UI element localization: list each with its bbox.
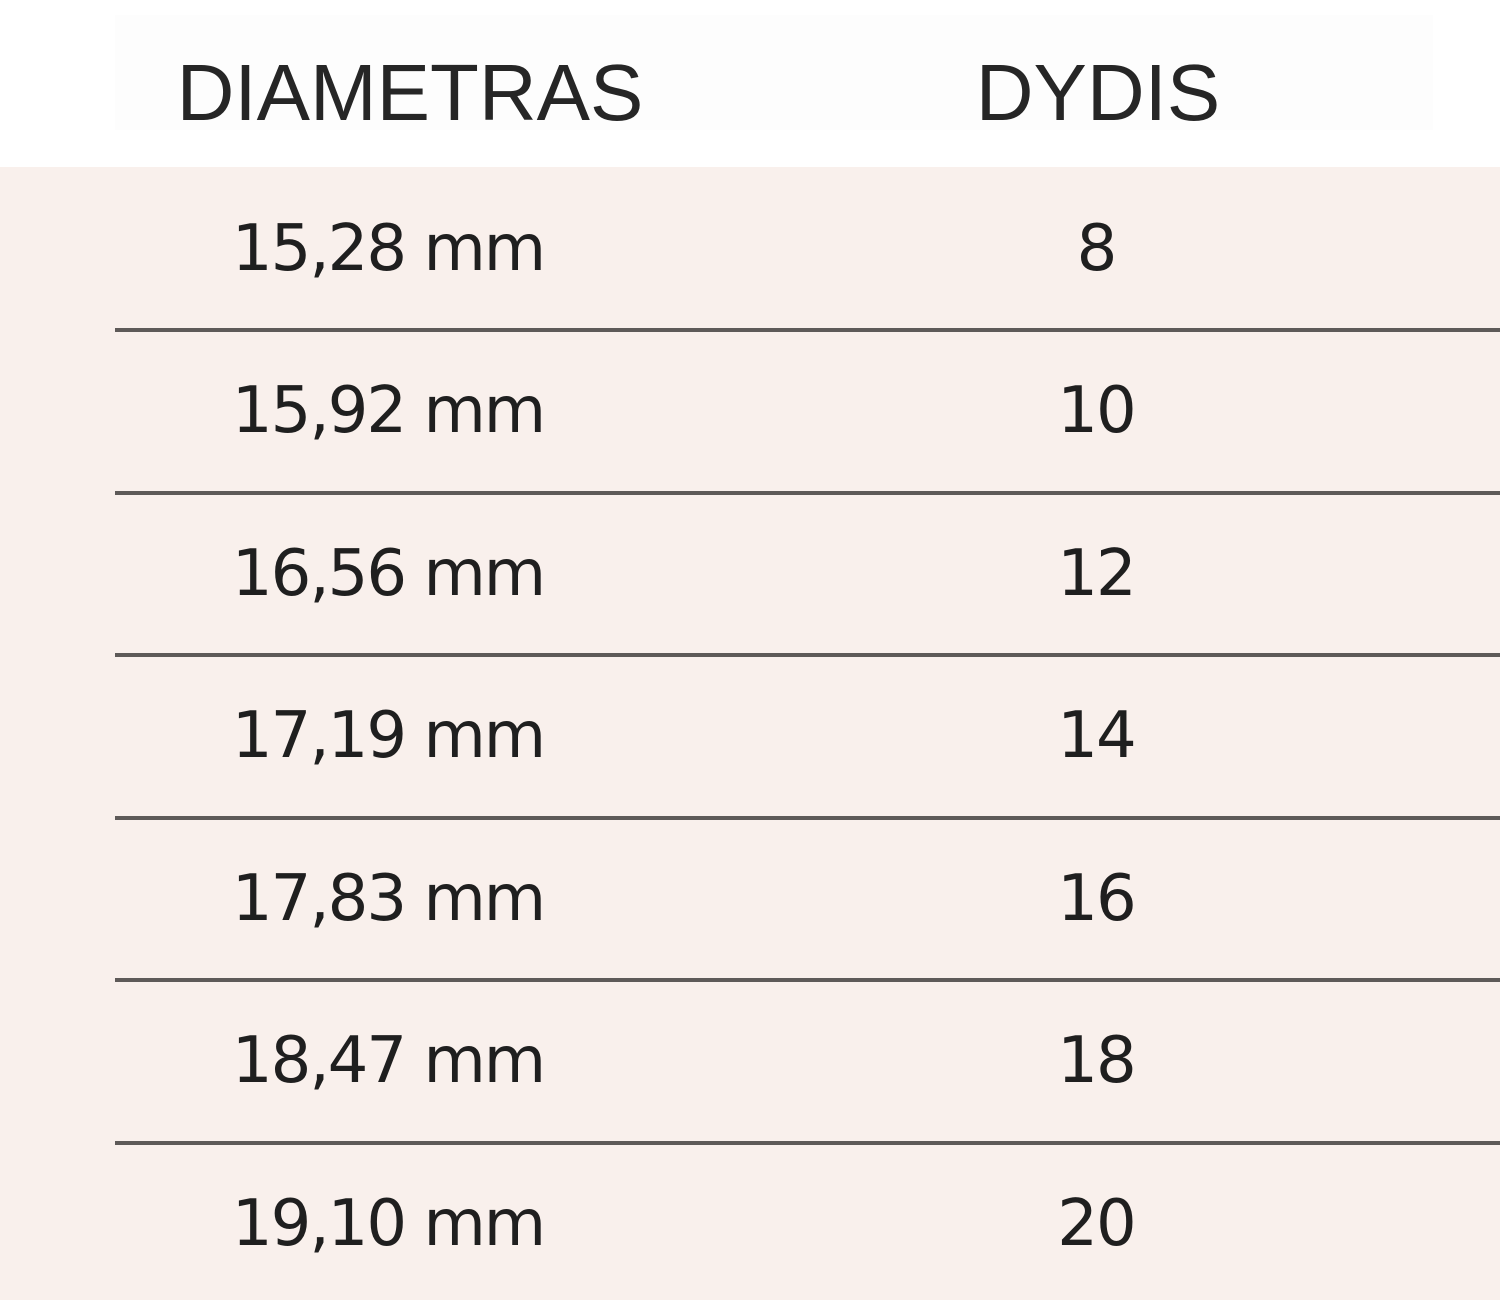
size-cell: 14 [1057, 699, 1136, 773]
table-row: 16,56 mm 12 [0, 492, 1500, 657]
table-row: 15,28 mm 8 [0, 167, 1500, 332]
size-cell: 20 [1057, 1186, 1136, 1261]
size-cell: 8 [1076, 211, 1118, 286]
row-divider [115, 815, 1500, 820]
table-row: 18,47 mm 18 [0, 980, 1500, 1145]
size-cell: 12 [1057, 536, 1136, 611]
diameter-cell: 17,19 mm [231, 699, 546, 773]
header-size: DYDIS [975, 48, 1221, 137]
row-divider [115, 328, 1500, 332]
size-cell: 10 [1057, 374, 1136, 448]
table-header [115, 15, 1433, 130]
table-body [0, 167, 1500, 1300]
table-row: 19,10 mm 20 [0, 1142, 1500, 1305]
diameter-cell: 15,28 mm [231, 211, 546, 286]
table-row: 17,19 mm 14 [0, 655, 1500, 820]
diameter-cell: 15,92 mm [231, 374, 546, 448]
row-divider [115, 653, 1500, 657]
size-cell: 16 [1057, 861, 1136, 936]
diameter-cell: 17,83 mm [231, 861, 546, 936]
row-divider [115, 490, 1500, 495]
size-cell: 18 [1057, 1024, 1136, 1098]
row-divider [115, 978, 1500, 982]
table-row: 15,92 mm 10 [0, 330, 1500, 495]
diameter-cell: 18,47 mm [231, 1024, 546, 1098]
diameter-cell: 16,56 mm [231, 536, 546, 611]
header-diameter: DIAMETRAS [176, 48, 644, 137]
row-divider [115, 1140, 1500, 1145]
diameter-cell: 19,10 mm [231, 1186, 546, 1261]
table-row: 17,83 mm 16 [0, 817, 1500, 982]
